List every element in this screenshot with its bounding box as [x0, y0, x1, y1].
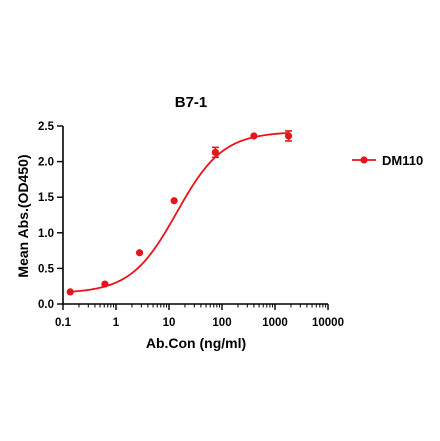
fit-curve: [70, 132, 289, 293]
data-point: [284, 132, 293, 140]
data-point: [211, 148, 219, 156]
plot-area: [66, 130, 293, 296]
y-tick-label: 2.0: [38, 157, 54, 169]
x-axis-ticks: 0.1 1 10 100 1000 10000: [55, 304, 344, 329]
x-tick-label: 100: [212, 317, 231, 329]
data-point: [66, 288, 74, 296]
y-tick-label: 0.5: [38, 263, 55, 275]
legend-marker: [360, 156, 368, 164]
data-point: [250, 132, 258, 140]
x-tick-label: 1000: [262, 317, 288, 329]
legend: DM110: [352, 153, 423, 168]
axes: [62, 126, 328, 305]
y-axis-label: Mean Abs.(OD450): [15, 154, 31, 277]
y-tick-label: 2.5: [38, 121, 55, 133]
x-tick-label: 1: [113, 317, 120, 329]
x-axis-label: Ab.Con (ng/ml): [146, 335, 246, 351]
y-tick-label: 0.0: [38, 299, 54, 311]
data-point: [170, 197, 178, 205]
y-tick-label: 1.5: [38, 192, 55, 204]
x-tick-label: 10: [163, 317, 176, 329]
legend-label-dm110: DM110: [382, 153, 423, 168]
data-point: [101, 280, 109, 288]
data-point: [135, 249, 144, 257]
y-axis-ticks: 0.0 0.5 1.0 1.5 2.0 2.5: [38, 121, 63, 311]
x-tick-label: 0.1: [55, 317, 72, 329]
x-tick-label: 10000: [312, 317, 344, 329]
y-tick-label: 1.0: [38, 228, 54, 240]
chart-title: B7-1: [175, 94, 208, 111]
